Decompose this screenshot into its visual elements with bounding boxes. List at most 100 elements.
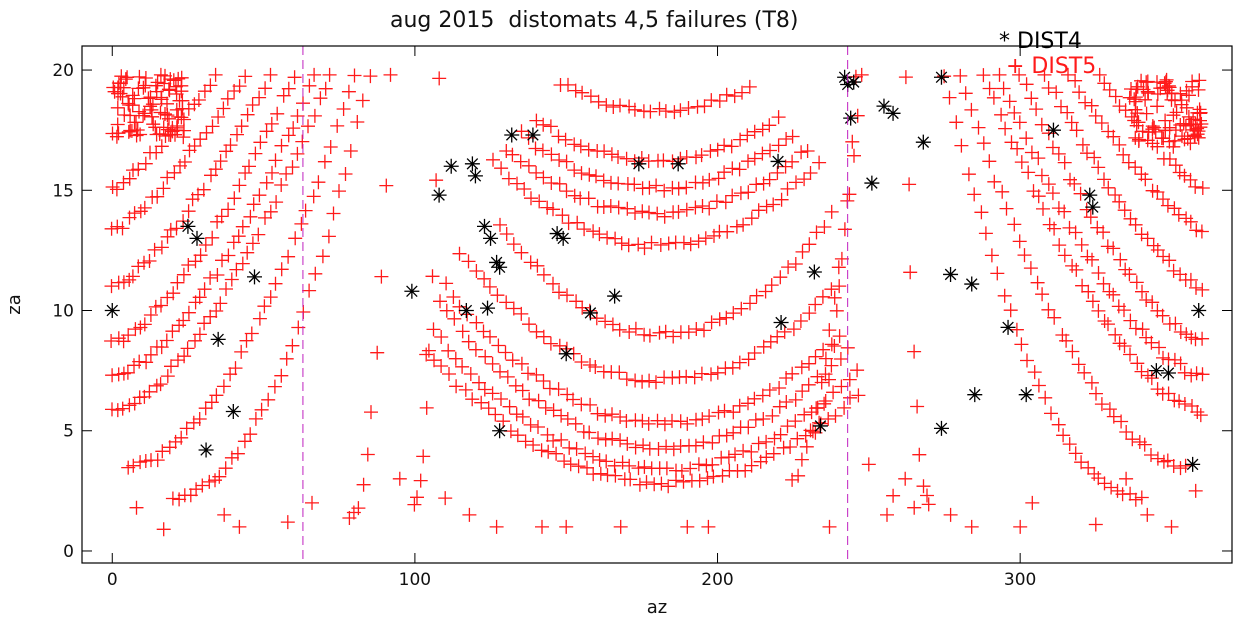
dist5-point [269,195,284,210]
dist5-point [1088,108,1103,123]
dist5-point [1158,80,1173,95]
dist5-point [274,138,289,153]
dist5-point [581,191,596,206]
dist5-point [751,203,766,218]
dist5-point [142,384,157,399]
dist5-point [818,394,833,408]
dist4-point [933,420,949,436]
dist5-point [455,324,470,339]
dist5-point [474,395,489,410]
dist5-point [653,238,668,252]
dist5-point [259,175,274,190]
dist5-point [555,208,570,223]
dist5-point [208,67,223,82]
dist5-point [421,343,436,358]
dist5-point [588,360,603,374]
dist5-point [442,367,456,381]
dist5-point [1085,294,1100,309]
dist5-point [115,89,130,104]
dist5-point [536,329,551,344]
dist5-point [169,102,184,117]
dist5-point [114,69,129,84]
dist5-point [198,238,213,252]
dist5-point [1129,275,1144,290]
dist5-point [567,163,582,178]
dist5-point [728,447,742,462]
dist5-point [611,200,626,215]
dist5-point [729,219,744,234]
dist5-point [139,355,154,370]
dist5-point [583,89,598,104]
dist5-point [521,366,535,381]
dist5-point [221,202,236,217]
dist5-point [559,184,574,199]
dist5-point [780,181,795,196]
dist5-point [209,388,224,403]
dist5-point [137,317,152,332]
dist5-point [302,283,317,298]
dist5-point [1037,67,1052,82]
dist5-point [605,431,620,446]
dist5-point [1030,275,1045,290]
dist5-point [842,372,857,387]
dist5-point [744,458,759,473]
dist5-point [767,431,782,446]
dist5-point [149,378,164,393]
dist5-point [643,104,658,119]
dist5-point [1083,210,1098,225]
dist5-point [131,259,146,274]
dist5-point [568,416,583,431]
dist5-point [702,409,717,424]
dist5-point [1096,276,1111,291]
dist5-point [649,375,663,390]
dist5-point [850,363,865,378]
dist5-point [910,399,925,414]
dist5-point [455,359,470,374]
dist5-point [1173,325,1188,339]
dist5-point [748,412,763,427]
dist5-point [732,162,747,177]
dist5-point [514,245,529,260]
dist5-point [833,352,848,366]
dist5-point [274,368,289,383]
dist5-point [992,67,1007,82]
dist4-point [840,76,856,92]
dist5-point [636,438,651,453]
dist5-point [1167,201,1182,216]
dist5-point [803,166,818,180]
dist5-point [214,209,229,224]
dist5-point [240,107,255,122]
dist5-point [1080,146,1094,161]
dist5-point [528,141,543,156]
dist5-point [583,397,598,412]
dist5-point [666,442,681,457]
dist5-point [964,102,979,117]
dist4-point [489,254,505,270]
dist5-point [529,113,544,128]
dist5-point [1128,492,1143,507]
dist5-point [695,199,710,213]
dist5-point [1127,113,1142,128]
dist5-point [419,347,434,362]
dist5-point [582,425,597,440]
dist5-point [776,440,791,455]
dist5-point [759,434,774,449]
dist5-point [628,373,643,388]
dist5-point [1140,231,1155,246]
dist5-point [176,267,191,282]
reference-lines-layer [302,46,849,563]
dist5-point [978,226,993,241]
dist5-point [513,154,528,169]
dist5-point [788,257,803,271]
dist4-point [180,218,196,234]
x-tick-label: 0 [107,570,118,590]
dist5-point [1128,94,1143,109]
dist5-point [1156,454,1171,469]
dist5-point [246,197,261,212]
dist5-point [529,324,544,339]
dist5-point [1023,261,1038,276]
dist5-point [313,91,328,106]
dist5-point [1164,519,1179,534]
dist5-point [506,301,521,316]
dist5-point [535,143,550,158]
